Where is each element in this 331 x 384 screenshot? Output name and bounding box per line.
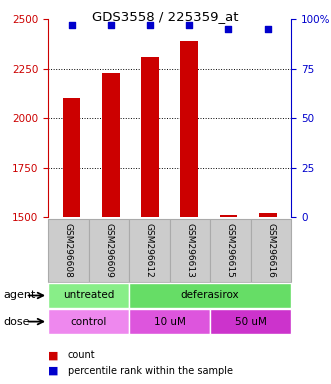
Bar xyxy=(259,213,277,217)
Point xyxy=(226,26,231,32)
Text: GDS3558 / 225359_at: GDS3558 / 225359_at xyxy=(92,10,239,23)
Point xyxy=(187,22,192,28)
Text: count: count xyxy=(68,350,95,360)
Text: dose: dose xyxy=(3,316,30,327)
Point xyxy=(265,26,270,32)
FancyBboxPatch shape xyxy=(210,309,291,334)
FancyBboxPatch shape xyxy=(48,219,88,282)
Text: GSM296616: GSM296616 xyxy=(266,223,275,278)
Bar xyxy=(220,215,237,217)
FancyBboxPatch shape xyxy=(129,283,291,308)
Text: GSM296612: GSM296612 xyxy=(145,223,154,278)
Text: 10 uM: 10 uM xyxy=(154,316,186,327)
Point xyxy=(108,22,114,28)
FancyBboxPatch shape xyxy=(88,219,129,282)
Bar xyxy=(141,57,159,217)
FancyBboxPatch shape xyxy=(169,219,210,282)
Bar xyxy=(102,73,119,217)
FancyBboxPatch shape xyxy=(48,283,129,308)
Text: GSM296615: GSM296615 xyxy=(226,223,235,278)
Text: percentile rank within the sample: percentile rank within the sample xyxy=(68,366,233,376)
FancyBboxPatch shape xyxy=(210,219,251,282)
FancyBboxPatch shape xyxy=(129,219,169,282)
Text: 50 uM: 50 uM xyxy=(235,316,267,327)
Text: untreated: untreated xyxy=(63,290,114,301)
Text: ■: ■ xyxy=(48,350,59,360)
Text: control: control xyxy=(71,316,107,327)
Text: GSM296613: GSM296613 xyxy=(185,223,194,278)
Point xyxy=(69,22,74,28)
Bar xyxy=(180,41,198,217)
Bar xyxy=(63,98,80,217)
Text: ■: ■ xyxy=(48,366,59,376)
FancyBboxPatch shape xyxy=(48,309,129,334)
FancyBboxPatch shape xyxy=(251,219,291,282)
Text: deferasirox: deferasirox xyxy=(181,290,240,301)
Text: GSM296609: GSM296609 xyxy=(104,223,113,278)
Text: agent: agent xyxy=(3,290,36,301)
Text: GSM296608: GSM296608 xyxy=(64,223,73,278)
Point xyxy=(147,22,153,28)
FancyBboxPatch shape xyxy=(129,309,210,334)
